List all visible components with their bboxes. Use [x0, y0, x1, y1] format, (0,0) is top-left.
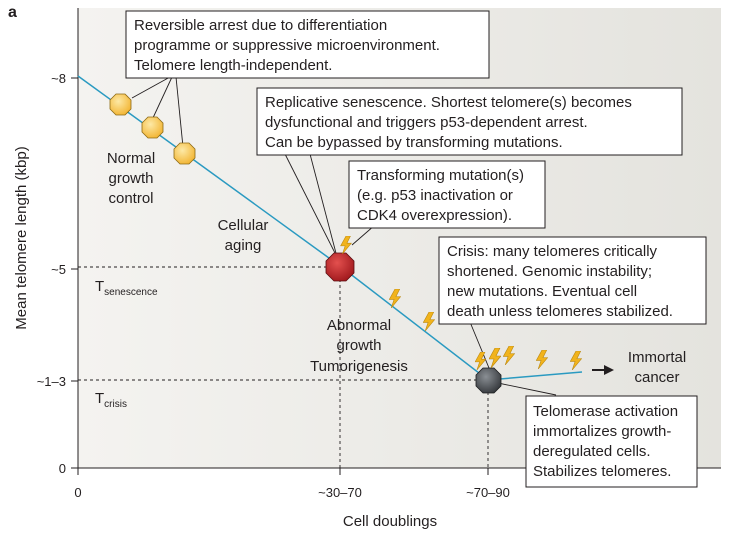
- svg-text:death unless telomeres stabili: death unless telomeres stabilized.: [447, 303, 673, 320]
- svg-text:Telomerase activation: Telomerase activation: [533, 403, 678, 420]
- senescence-octagon: [325, 252, 355, 282]
- svg-text:dysfunctional and triggers p53: dysfunctional and triggers p53-dependent…: [265, 114, 588, 131]
- telomerase-activation-box: Telomerase activation immortalizes growt…: [525, 395, 698, 488]
- cellular-aging-label: Cellular aging: [218, 217, 269, 254]
- svg-text:Stabilizes telomeres.: Stabilizes telomeres.: [533, 463, 671, 480]
- reversible-arrest-box: Reversible arrest due to differentiation…: [125, 10, 490, 79]
- svg-text:Crisis: many telomeres critica: Crisis: many telomeres critically: [447, 243, 658, 260]
- svg-text:Replicative senescence. Shorte: Replicative senescence. Shortest telomer…: [265, 94, 632, 111]
- svg-text:Cellular: Cellular: [218, 217, 269, 234]
- y-tick-0: 0: [59, 461, 66, 476]
- x-axis-title: Cell doublings: [343, 513, 437, 530]
- callout-pointers: [131, 76, 557, 396]
- x-tick-30-70: ~30–70: [318, 485, 362, 500]
- svg-text:(e.g. p53 inactivation or: (e.g. p53 inactivation or: [357, 187, 513, 204]
- svg-text:Telomere length-independent.: Telomere length-independent.: [134, 57, 332, 74]
- svg-text:cancer: cancer: [634, 369, 679, 386]
- svg-text:Normal: Normal: [107, 150, 155, 167]
- replicative-senescence-box: Replicative senescence. Shortest telomer…: [256, 87, 683, 156]
- svg-text:Tumorigenesis: Tumorigenesis: [310, 358, 408, 375]
- svg-text:immortalizes growth-: immortalizes growth-: [533, 423, 671, 440]
- y-tick-5: ~5: [51, 262, 66, 277]
- svg-text:deregulated cells.: deregulated cells.: [533, 443, 651, 460]
- telomere-length-line: [77, 75, 583, 381]
- x-tick-0: 0: [74, 485, 81, 500]
- crisis-box: Crisis: many telomeres critically shorte…: [438, 236, 707, 325]
- svg-text:CDK4 overexpression).: CDK4 overexpression).: [357, 207, 512, 224]
- svg-text:aging: aging: [225, 237, 262, 254]
- svg-text:Abnormal: Abnormal: [327, 317, 391, 334]
- svg-text:control: control: [108, 190, 153, 207]
- t-crisis-label: Tcrisis: [95, 390, 127, 410]
- immortal-cancer-label: Immortal cancer: [628, 349, 686, 386]
- abnormal-growth-label: Abnormal growth Tumorigenesis: [310, 317, 408, 375]
- normal-octagon-3: [173, 142, 196, 165]
- crisis-octagon: [475, 367, 502, 394]
- svg-text:Reversible arrest due to diffe: Reversible arrest due to differentiation: [134, 17, 387, 34]
- t-senescence-label: Tsenescence: [95, 278, 158, 298]
- transforming-mutation-box: Transforming mutation(s) (e.g. p53 inact…: [348, 160, 546, 229]
- svg-text:Can be bypassed by transformin: Can be bypassed by transforming mutation…: [265, 134, 563, 151]
- x-tick-70-90: ~70–90: [466, 485, 510, 500]
- svg-text:shortened. Genomic instability: shortened. Genomic instability;: [447, 263, 652, 280]
- y-tick-8: ~8: [51, 71, 66, 86]
- normal-growth-label: Normal growth control: [107, 150, 155, 207]
- guide-lines: [78, 266, 489, 468]
- panel-label: a: [8, 4, 17, 21]
- svg-text:growth: growth: [108, 170, 153, 187]
- svg-text:new mutations. Eventual cell: new mutations. Eventual cell: [447, 283, 637, 300]
- y-axis-title: Mean telomere length (kbp): [13, 146, 30, 329]
- normal-octagon-1: [109, 93, 132, 116]
- svg-text:programme or suppressive micro: programme or suppressive microenvironmen…: [134, 37, 440, 54]
- svg-text:growth: growth: [336, 337, 381, 354]
- y-tick-1-3: ~1–3: [37, 374, 66, 389]
- svg-text:Transforming mutation(s): Transforming mutation(s): [357, 167, 524, 184]
- normal-octagon-2: [141, 116, 164, 139]
- svg-text:Immortal: Immortal: [628, 349, 686, 366]
